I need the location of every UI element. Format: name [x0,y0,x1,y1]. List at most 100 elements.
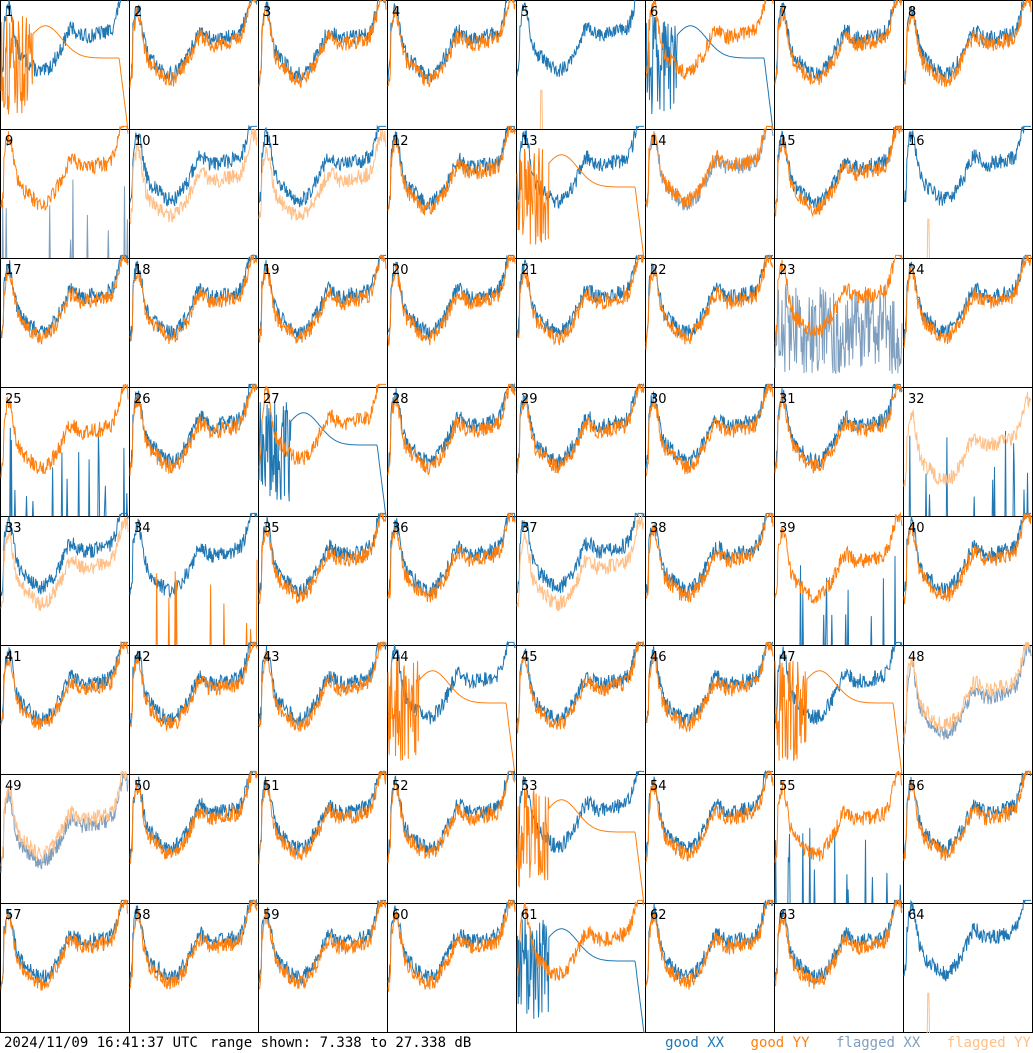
panel-label: 42 [134,650,151,665]
series-yy [0,516,129,611]
panel-15: 15 [774,124,904,259]
panel-frame [0,516,130,646]
series-yy [645,641,774,733]
series-yy [903,513,1032,605]
series-yy [516,899,645,981]
panel-42: 42 [129,641,259,775]
series-yy [774,124,903,218]
series-xx [903,0,1032,84]
panel-label: 44 [392,650,409,665]
series-xx [645,512,774,599]
panel-label: 39 [779,521,796,536]
series-xx [387,899,516,983]
panel-frame [516,516,646,646]
panel-8: 8 [903,0,1033,130]
series-yy [387,255,516,346]
panel-label: 33 [5,521,22,536]
series-xx [903,254,1031,343]
panel-52: 52 [387,770,517,904]
series-yy [0,16,129,131]
panel-21: 21 [516,254,646,388]
panel-29: 29 [516,382,646,517]
panel-25: 25 [0,383,130,520]
panel-57: 57 [0,899,130,1033]
footer: 2024/11/09 16:41:37 UTC range shown: 7.3… [0,1033,1033,1053]
panel-30: 30 [645,383,775,517]
panel-2: 2 [129,0,259,130]
panel-label: 57 [5,908,22,923]
series-yy [516,788,645,905]
panel-12: 12 [387,125,517,259]
panel-label: 16 [908,134,925,149]
legend-good-yy: good YY [750,1035,810,1051]
panel-58: 58 [129,898,259,1033]
series-yy [903,641,1032,738]
panel-48: 48 [903,641,1033,775]
panel-label: 5 [521,5,529,20]
panel-label: 21 [521,263,538,278]
series-xx [387,254,516,340]
panel-label: 47 [779,650,796,665]
panel-47: 47 [774,641,904,776]
panel-label: 1 [5,5,13,20]
panel-14: 14 [645,125,775,259]
panel-frame [258,129,388,259]
panel-label: 53 [521,779,538,794]
panel-39: 39 [774,511,904,649]
panel-frame [645,129,775,259]
series-yy [0,770,129,867]
series-xx [0,512,129,596]
series-yy [0,125,129,212]
series-xx [774,284,903,374]
series-yy [516,640,645,734]
series-yy [645,383,774,477]
panel-40: 40 [903,512,1033,646]
panel-5: 5 [516,0,646,133]
panel-35: 35 [258,512,388,646]
series-xx [129,512,258,599]
panel-frame [903,129,1033,259]
panel-label: 27 [263,392,280,407]
series-yy [516,384,645,475]
panel-label: 61 [521,908,538,923]
panel-1: 1 [0,0,130,131]
panel-label: 58 [134,908,151,923]
series-yy [0,254,129,345]
series-yy [258,0,387,89]
panel-label: 12 [392,134,409,149]
panel-17: 17 [0,254,130,388]
panel-label: 26 [134,392,151,407]
panel-31: 31 [774,383,904,517]
series-yy [903,391,1032,487]
series-yy [129,770,258,865]
panel-label: 14 [650,134,667,149]
panel-24: 24 [903,254,1033,388]
panel-frame [387,258,517,388]
panel-frame [903,645,1033,775]
panel-frame [774,903,904,1033]
panel-45: 45 [516,640,646,775]
range-text: range shown: 7.338 to 27.338 dB [210,1035,472,1051]
panel-label: 43 [263,650,280,665]
panel-label: 59 [263,908,280,923]
panel-label: 55 [779,779,796,794]
panel-59: 59 [258,899,388,1033]
panel-label: 56 [908,779,925,794]
series-yy [645,125,774,208]
panel-frame [0,129,130,259]
series-yy [646,512,774,604]
panel-64: 64 [903,899,1033,1033]
series-yy [774,511,903,604]
panel-label: 25 [5,392,22,407]
panel-28: 28 [387,382,517,517]
panel-43: 43 [258,641,388,775]
panel-label: 32 [908,392,925,407]
series-yy [516,254,645,346]
series-xx [258,0,387,85]
panel-11: 11 [258,124,388,259]
series-yy [387,898,516,992]
panel-label: 17 [5,263,22,278]
legend-flagged-yy: flagged YY [946,1035,1031,1051]
series-yy [774,383,903,474]
